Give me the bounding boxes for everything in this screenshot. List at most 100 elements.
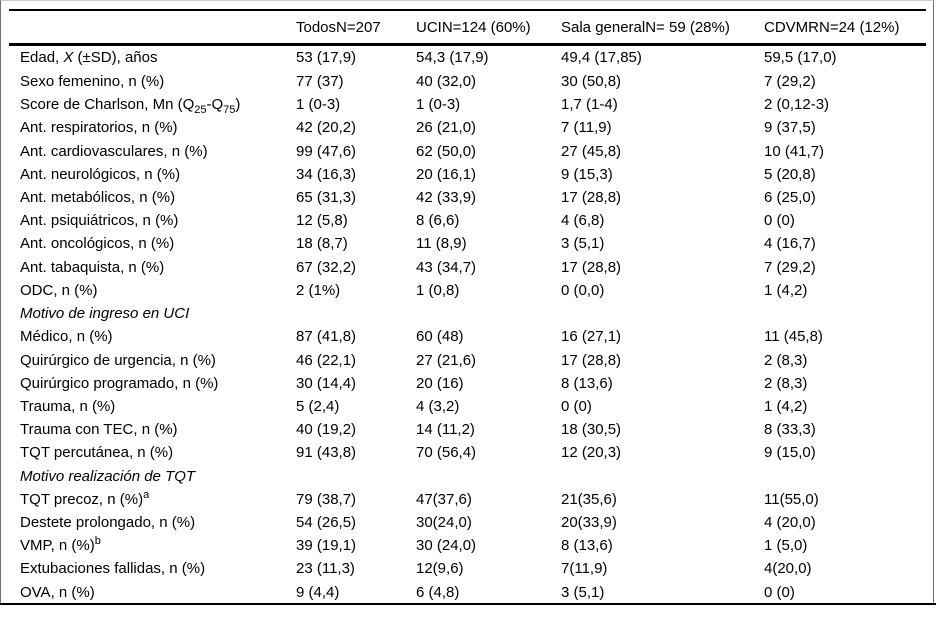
column-header: Sala generalN= 59 (28%) [561, 10, 764, 46]
value-cell: 1,7 (1-4) [561, 96, 618, 114]
value-cell: 20 (16,1) [416, 165, 477, 183]
patient-characteristics-table: TodosN=207 UCIN=124 (60%) Sala generalN= 5… [9, 9, 926, 604]
row-label-cell: Médico, n (%) [20, 328, 113, 346]
value-cell: 0 (0,0) [561, 281, 605, 299]
value-cell: 5 (20,8) [764, 165, 816, 183]
row-label-cell: TQT percutánea, n (%) [20, 444, 174, 462]
value-cell: 3 (5,1) [561, 583, 605, 601]
value-cell: 18 (30,5) [561, 421, 622, 439]
table-row: Ant. neurológicos, n (%) 34 (16,3) 20 (16,… [9, 163, 926, 186]
value-cell: 65 (31,3) [296, 188, 357, 206]
value-cell: 5 (2,4) [296, 397, 340, 415]
value-cell: 17 (28,8) [561, 188, 622, 206]
value-cell: 12 (5,8) [296, 212, 348, 230]
value-cell: 6 (25,0) [764, 188, 816, 206]
value-cell: 30 (14,4) [296, 374, 357, 392]
column-header: UCIN=124 (60%) [416, 10, 561, 46]
row-label-cell: TQT precoz, n (%)a [20, 488, 150, 508]
row-label-cell: Trauma con TEC, n (%) [20, 421, 178, 439]
value-cell: 87 (41,8) [296, 328, 357, 346]
value-cell: 11(55,0) [764, 490, 819, 508]
row-label-cell: Trauma, n (%) [20, 397, 116, 415]
value-cell: 0 (0) [764, 212, 795, 230]
row-label-cell: VMP, n (%)b [20, 535, 101, 555]
table-body: Edad, X (±SD), años 53 (17,9) 54,3 (17,9) 4… [9, 45, 926, 605]
value-cell: 30(24,0) [416, 514, 472, 532]
value-cell: 99 (47,6) [296, 142, 357, 160]
value-cell: 47(37,6) [416, 490, 472, 508]
row-label-cell: Destete prolongado, n (%) [20, 514, 196, 532]
value-cell: 39 (19,1) [296, 537, 357, 555]
table-row: Quirúrgico de urgencia, n (%) 46 (22,1) 27… [9, 348, 926, 371]
value-cell: 17 (28,8) [561, 351, 622, 369]
header-row: TodosN=207 UCIN=124 (60%) Sala generalN= 5… [9, 10, 926, 46]
value-cell: 12(9,6) [416, 560, 464, 578]
value-cell: 49,4 (17,85) [561, 49, 642, 67]
table-row: Quirúrgico programado, n (%) 30 (14,4) 20 … [9, 372, 926, 395]
value-cell: 2 (8,3) [764, 351, 808, 369]
value-cell: 3 (5,1) [561, 235, 605, 253]
row-label-cell: OVA, n (%) [20, 583, 95, 601]
row-label-cell: Quirúrgico programado, n (%) [20, 374, 219, 392]
table-row: Ant. psiquiátricos, n (%) 12 (5,8) 8 (6,6)… [9, 209, 926, 232]
value-cell: 9 (37,5) [764, 119, 816, 137]
table-row: Trauma, n (%) 5 (2,4) 4 (3,2) 0 (0) 1 (4,2) [9, 395, 926, 418]
value-cell: 8 (6,6) [416, 212, 460, 230]
column-header: CDVMRN=24 (12%) [764, 10, 926, 46]
value-cell: 20 (16) [416, 374, 464, 392]
table-row: Destete prolongado, n (%) 54 (26,5) 30(24,… [9, 511, 926, 534]
value-cell: 40 (19,2) [296, 421, 357, 439]
value-cell: 2 (1%) [296, 281, 341, 299]
table-row: ODC, n (%) 2 (1%) 1 (0,8) 0 (0,0) 1 (4,2) [9, 279, 926, 302]
table-row: TQT percutánea, n (%) 91 (43,8) 70 (56,4) 1… [9, 441, 926, 464]
value-cell: 91 (43,8) [296, 444, 357, 462]
value-cell: 9 (15,3) [561, 165, 613, 183]
row-label-cell: Ant. oncológicos, n (%) [20, 235, 175, 253]
value-cell: 9 (15,0) [764, 444, 816, 462]
row-label-cell: Ant. metabólicos, n (%) [20, 188, 176, 206]
value-cell: 53 (17,9) [296, 49, 357, 67]
value-cell: 1 (5,0) [764, 537, 808, 555]
value-cell: 26 (21,0) [416, 119, 477, 137]
value-cell: 7 (29,2) [764, 258, 816, 276]
table-row: Ant. cardiovasculares, n (%) 99 (47,6) 62 … [9, 139, 926, 162]
row-label-cell: Extubaciones fallidas, n (%) [20, 560, 206, 578]
value-cell: 62 (50,0) [416, 142, 477, 160]
row-label-cell: ODC, n (%) [20, 281, 98, 299]
value-cell: 30 (50,8) [561, 72, 622, 90]
table-row: Médico, n (%) 87 (41,8) 60 (48) 16 (27,1) 11… [9, 325, 926, 348]
section-row: Motivo de ingreso en UCI [9, 302, 926, 325]
table-row: Ant. oncológicos, n (%) 18 (8,7) 11 (8,9) 3… [9, 232, 926, 255]
value-cell: 6 (4,8) [416, 583, 460, 601]
value-cell: 60 (48) [416, 328, 464, 346]
value-cell: 11 (8,9) [416, 235, 467, 253]
row-label-cell: Ant. tabaquista, n (%) [20, 258, 165, 276]
value-cell: 0 (0) [764, 583, 795, 601]
value-cell: 42 (33,9) [416, 188, 477, 206]
value-cell: 67 (32,2) [296, 258, 357, 276]
value-cell: 77 (37) [296, 72, 344, 90]
value-cell: 34 (16,3) [296, 165, 357, 183]
table-row: TQT precoz, n (%)a 79 (38,7) 47(37,6) 21(35… [9, 488, 926, 511]
table-row: Ant. metabólicos, n (%) 65 (31,3) 42 (33,9… [9, 186, 926, 209]
value-cell: 4 (20,0) [764, 514, 816, 532]
column-header: TodosN=207 [296, 10, 416, 46]
value-cell: 42 (20,2) [296, 119, 357, 137]
row-label-cell: Score de Charlson, Mn (Q25-Q75) [20, 96, 241, 117]
value-cell: 18 (8,7) [296, 235, 348, 253]
table-row: Edad, X (±SD), años 53 (17,9) 54,3 (17,9) 4… [9, 45, 926, 70]
value-cell: 1 (4,2) [764, 397, 808, 415]
value-cell: 27 (21,6) [416, 351, 477, 369]
table-row: Ant. respiratorios, n (%) 42 (20,2) 26 (21… [9, 116, 926, 139]
column-header [9, 10, 296, 46]
value-cell: 54,3 (17,9) [416, 49, 489, 67]
value-cell: 2 (8,3) [764, 374, 808, 392]
value-cell: 79 (38,7) [296, 490, 357, 508]
table-row: OVA, n (%) 9 (4,4) 6 (4,8) 3 (5,1) 0 (0) [9, 581, 926, 604]
value-cell: 1 (0,8) [416, 281, 460, 299]
section-label-cell: Motivo realización de TQT [20, 467, 196, 485]
value-cell: 16 (27,1) [561, 328, 622, 346]
table-bottom-rule [0, 603, 936, 605]
value-cell: 7 (29,2) [764, 72, 816, 90]
value-cell: 4 (16,7) [764, 235, 816, 253]
